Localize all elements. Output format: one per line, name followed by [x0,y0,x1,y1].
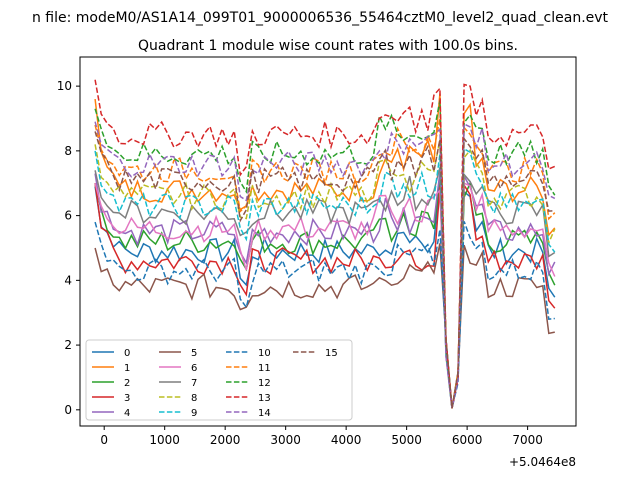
legend-label-1: 1 [124,363,130,374]
legend-label-15: 15 [325,348,338,359]
legend-label-10: 10 [258,348,271,359]
y-tick-label: 4 [64,273,72,287]
series-line-5 [94,243,555,409]
legend-label-12: 12 [258,378,271,389]
y-axis: 0 2 4 6 8 10 [57,79,80,417]
series-line-3 [94,182,556,409]
x-offset-text: +5.0464e8 [509,455,576,469]
x-tick-label: 6000 [452,433,483,447]
legend-label-14: 14 [258,408,271,419]
legend-frame [85,339,353,421]
axes-frame [79,56,577,427]
series-line-12 [94,100,556,409]
legend-label-5: 5 [191,348,197,359]
y-tick-label: 2 [64,338,72,352]
x-tick-label: 0 [100,433,108,447]
series-line-13 [94,79,556,409]
y-tick-label: 6 [64,209,72,223]
x-tick-label: 1000 [149,433,180,447]
plot-area [94,79,556,409]
legend-label-11: 11 [258,363,271,374]
series-line-2 [94,178,556,409]
series-line-14 [94,121,556,409]
legend-label-4: 4 [124,408,130,419]
series-line-9 [94,147,556,409]
legend-label-9: 9 [191,408,197,419]
y-tick-label: 10 [57,79,72,93]
legend-label-0: 0 [124,348,130,359]
x-axis: 0 1000 2000 3000 4000 5000 6000 7000 [100,426,543,447]
series-line-8 [94,139,556,409]
y-tick-label: 8 [64,144,72,158]
legend-label-6: 6 [191,363,197,374]
legend-label-2: 2 [124,378,130,389]
series-line-10 [94,221,555,409]
legend-label-13: 13 [258,393,271,404]
x-tick-label: 4000 [331,433,362,447]
series-line-0 [94,181,556,409]
series-line-15 [94,131,555,409]
x-tick-label: 7000 [512,433,543,447]
series-line-11 [94,118,556,409]
x-tick-label: 5000 [391,433,422,447]
legend-label-7: 7 [191,378,197,389]
series-line-6 [94,182,556,409]
y-tick-label: 0 [64,403,72,417]
x-tick-label: 2000 [210,433,241,447]
x-tick-label: 3000 [270,433,301,447]
legend-label-8: 8 [191,393,197,404]
legend-label-3: 3 [124,393,130,404]
figure-suptitle: n file: modeM0/AS1A14_099T01_9000006536_… [32,10,609,26]
axes-title: Quadrant 1 module wise count rates with … [138,38,518,54]
